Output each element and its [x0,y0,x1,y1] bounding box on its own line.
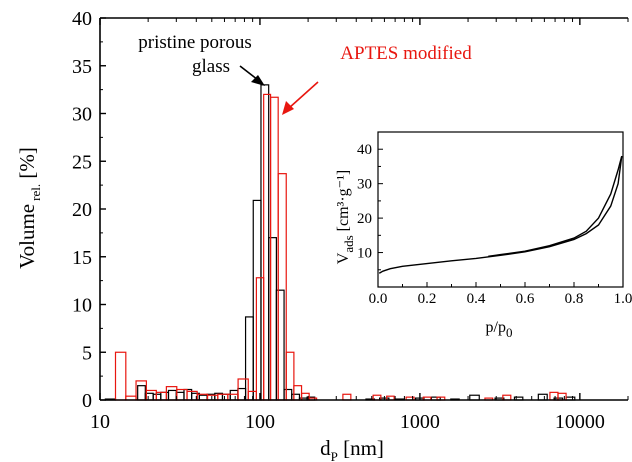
y-tick-label: 5 [82,342,92,364]
annotation-arrowhead-pristine [251,75,265,86]
bar-aptes [227,393,239,401]
bar-pristine [244,316,254,401]
y-tick-label: 40 [72,8,92,30]
bar-aptes [342,393,352,401]
x-tick-label: 10 [90,411,110,433]
y-tick-label: 0 [82,390,92,412]
inset-lines [378,155,623,274]
y-tick-label: 20 [72,199,92,221]
inset-y-axis-title: Vads [cm³·g⁻¹] [335,170,356,264]
inset-x-tick-label: 0.8 [565,291,584,307]
bar-pristine [283,388,293,401]
y-tick-label: 25 [72,151,92,173]
inset-x-tick-label: 0.4 [467,291,486,307]
bar-aptes [277,173,287,401]
annotation-arrow-pristine [239,65,259,81]
bar-pristine [221,393,231,401]
inset-y-tick-label: 10 [357,246,372,262]
bar-aptes [176,388,188,401]
bar-pristine [291,393,301,401]
bar-pristine [268,237,277,401]
y-tick-label: 15 [72,247,92,269]
annotation-aptes: APTES modified [340,43,472,64]
annotation-arrow-aptes [288,81,319,109]
bar-pristine [175,391,185,401]
bar-aptes [255,277,265,401]
y-tick-label: 10 [72,295,92,317]
inset-y-tick-label: 40 [357,142,372,158]
x-tick-label: 100 [245,411,275,433]
bar-pristine [252,199,262,401]
annotation-pristine-line2: glass [192,56,230,77]
inset-ticks: 0.0 0.2 0.4 0.6 0.8 1.0 10 20 30 40 [357,142,632,307]
y-tick-label: 35 [72,56,92,78]
bar-aptes [263,93,272,401]
bar-pristine [229,389,239,401]
bar-aptes [237,378,249,401]
bar-aptes [269,96,279,401]
bar-pristine [160,391,170,401]
y-tick-label: 30 [72,104,92,126]
bar-aptes [285,351,295,401]
x-tick-label: 10000 [555,411,605,433]
inset-x-tick-label: 0.2 [418,291,437,307]
x-axis-title: dP [nm] [320,436,384,462]
annotation-arrowhead-aptes [282,101,294,115]
inset-frame [377,131,624,288]
bar-pristine [275,289,285,401]
bar-pristine [137,385,146,401]
bar-pristine [260,84,270,401]
inset-y-tick-label: 20 [357,211,372,227]
inset-plot-frame [377,131,624,288]
bar-aptes [114,351,127,401]
inset-x-tick-label: 0.0 [369,291,388,307]
bar-pristine [152,393,162,401]
bar-pristine [537,393,548,401]
inset-x-tick-label: 0.6 [516,291,535,307]
main-ticks: 0 5 10 15 20 25 30 35 40 10 100 1000 10000 [72,8,629,433]
inset-x-axis-title: p/p0 [486,319,513,340]
inset-x-tick-label: 1.0 [614,291,632,307]
inset-y-tick-label: 30 [357,177,372,193]
bar-pristine [167,389,177,401]
annotation-pristine: pristine porous [138,32,251,53]
inset-desorption-line [488,155,623,258]
y-axis-title: Volumerel. [%] [15,147,43,269]
x-tick-label: 1000 [400,411,440,433]
